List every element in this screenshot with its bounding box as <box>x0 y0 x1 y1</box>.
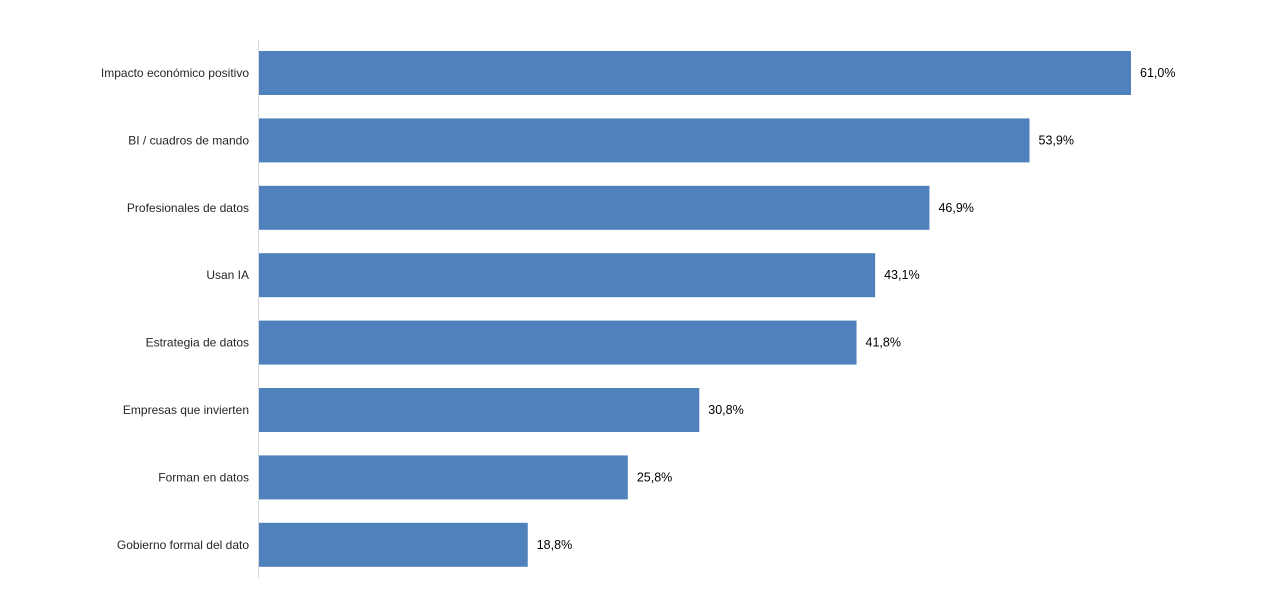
value-label: 41,8% <box>866 336 901 350</box>
bar <box>259 522 528 567</box>
category-label: Impacto económico positivo <box>101 66 249 80</box>
category-label: Empresas que invierten <box>123 403 249 417</box>
bars-group: Impacto económico positivo 61,0% BI / cuad… <box>101 51 1175 567</box>
category-label: BI / cuadros de mando <box>128 133 249 147</box>
bar <box>259 51 1131 95</box>
category-label: Usan IA <box>206 268 249 282</box>
category-label: Gobierno formal del dato <box>117 538 249 552</box>
bar <box>259 320 857 365</box>
category-label: Estrategia de datos <box>146 336 249 350</box>
value-label: 30,8% <box>708 403 743 417</box>
value-label: 46,9% <box>938 201 973 215</box>
bar <box>259 455 628 500</box>
bar <box>259 253 876 298</box>
category-label: Profesionales de datos <box>127 201 249 215</box>
category-label: Forman en datos <box>158 470 249 484</box>
value-label: 18,8% <box>537 538 572 552</box>
bar <box>259 185 930 230</box>
value-label: 43,1% <box>884 268 919 282</box>
value-label: 53,9% <box>1039 133 1074 147</box>
value-label: 25,8% <box>637 470 672 484</box>
bar <box>259 388 700 432</box>
bar <box>259 118 1030 163</box>
value-label: 61,0% <box>1140 66 1175 80</box>
